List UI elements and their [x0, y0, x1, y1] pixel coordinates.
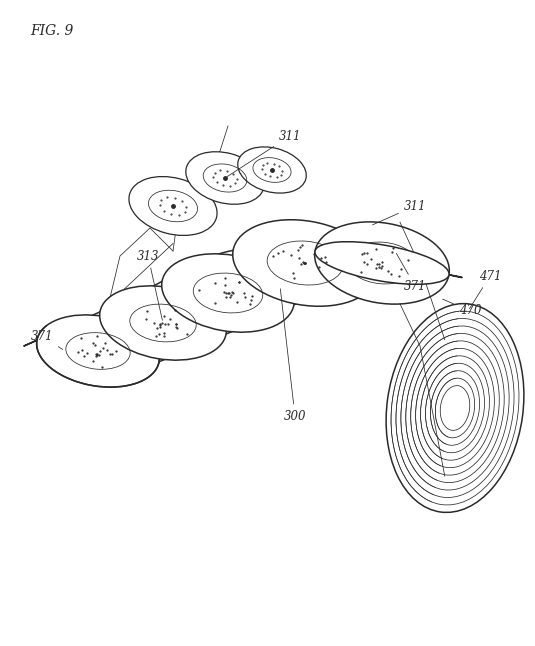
Text: 371: 371: [396, 253, 426, 293]
Ellipse shape: [162, 254, 294, 332]
Ellipse shape: [233, 220, 377, 306]
Ellipse shape: [129, 176, 217, 235]
Text: 311: 311: [227, 129, 301, 176]
Text: 311: 311: [372, 200, 426, 225]
Ellipse shape: [100, 286, 226, 360]
Text: FIG. 9: FIG. 9: [30, 24, 73, 38]
Ellipse shape: [238, 147, 306, 193]
Ellipse shape: [315, 242, 449, 284]
Ellipse shape: [36, 315, 159, 387]
Ellipse shape: [315, 222, 449, 304]
Text: 300: 300: [280, 289, 306, 422]
Text: 313: 313: [137, 249, 163, 320]
Text: 371: 371: [30, 329, 63, 349]
Text: 471: 471: [470, 269, 501, 309]
Text: 470: 470: [442, 299, 482, 317]
Ellipse shape: [186, 152, 264, 204]
